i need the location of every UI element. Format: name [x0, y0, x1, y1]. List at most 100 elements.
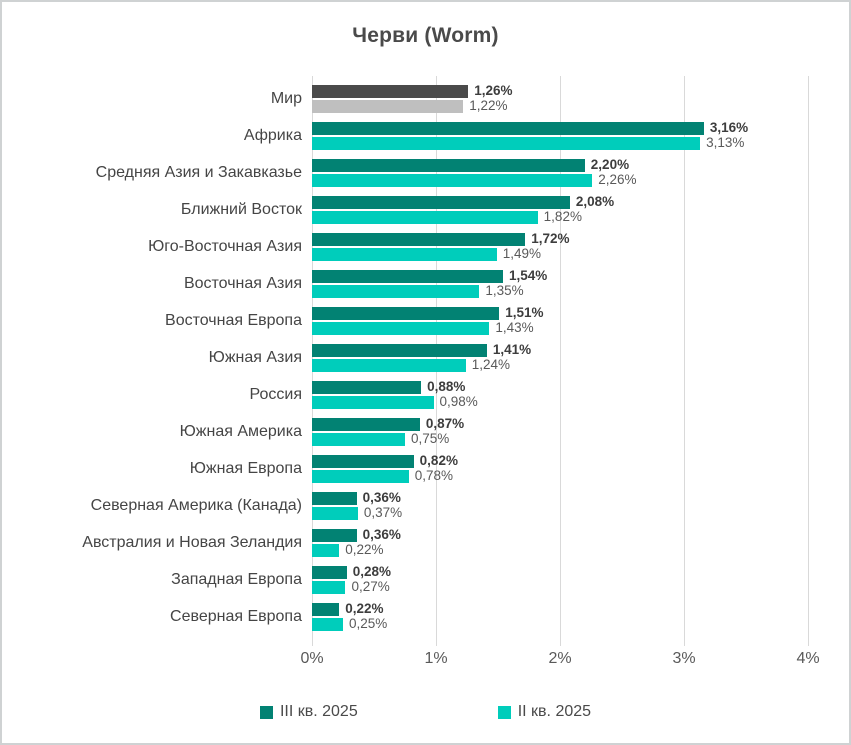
value-label-q2: 1,49% [502, 246, 542, 262]
chart-row: Северная Америка (Канада) 0,36% 0,37% [10, 487, 845, 524]
bar-q2-2025 [312, 284, 480, 298]
bar-line: 0,36% [312, 527, 808, 543]
bar-q3-2025 [312, 195, 570, 209]
category-label: Юго-Восточная Азия [148, 237, 302, 255]
bar-line: 2,26% [312, 172, 808, 188]
plot-row: 1,51% 1,43% [312, 302, 808, 339]
value-label-q2: 0,25% [349, 616, 388, 632]
bar-q3-2025 [312, 306, 500, 320]
chart-row: Западная Европа 0,28% 0,27% [10, 561, 845, 598]
value-label-q2: 2,26% [598, 172, 637, 188]
value-label-q3: 1,72% [531, 231, 570, 247]
bar-line: 0,98% [312, 394, 808, 410]
x-axis-tick: 1% [424, 650, 448, 667]
bar-q2-2025 [312, 321, 490, 335]
bar-line: 0,25% [312, 616, 808, 632]
value-label-q3: 1,26% [474, 83, 513, 99]
plot-row: 1,26% 1,22% [312, 80, 808, 117]
category-label: Южная Европа [189, 459, 302, 477]
bar-q3-2025 [312, 84, 469, 98]
chart-row: Восточная Азия 1,54% 1,35% [10, 265, 845, 302]
plot-row: 2,20% 2,26% [312, 154, 808, 191]
bar-line: 1,82% [312, 210, 808, 224]
bar-q3-2025 [312, 602, 340, 616]
value-label-q2: 3,13% [706, 135, 745, 151]
bar-q3-2025 [312, 269, 503, 283]
chart-row: Восточная Европа 1,51% 1,43% [10, 302, 845, 339]
chart-row: Австралия и Новая Зеландия 0,36% 0,22% [10, 524, 845, 561]
category-label: Северная Америка (Канада) [90, 496, 302, 514]
bar-q2-2025 [312, 617, 343, 631]
plot-row: 3,16% 3,13% [312, 117, 808, 154]
bar-line: 3,13% [312, 135, 808, 151]
legend: III кв. 2025 II кв. 2025 [2, 703, 849, 721]
value-label-q3: 0,28% [352, 564, 391, 580]
bar-line: 0,27% [312, 580, 808, 594]
bar-line: 0,88% [312, 380, 808, 394]
bar-line: 1,51% [312, 306, 808, 320]
bar-line: 3,16% [312, 120, 808, 136]
value-label-q2: 0,37% [363, 505, 403, 521]
plot-row: 0,36% 0,37% [312, 487, 808, 524]
bar-q3-2025 [312, 158, 585, 172]
category-label: Россия [249, 385, 302, 403]
plot-row: 0,88% 0,98% [312, 376, 808, 413]
plot-row: 0,28% 0,27% [312, 561, 808, 598]
bar-q2-2025 [312, 136, 701, 150]
value-label-q3: 0,87% [425, 416, 465, 432]
plot-row: 1,54% 1,35% [312, 265, 808, 302]
category-label: Южная Азия [208, 348, 302, 366]
value-label-q3: 2,20% [590, 157, 630, 173]
bar-line: 1,49% [312, 246, 808, 262]
bar-line: 1,35% [312, 283, 808, 299]
bar-q3-2025 [312, 454, 414, 468]
value-label-q3: 3,16% [709, 120, 749, 136]
value-label-q2: 0,98% [439, 394, 478, 410]
value-label-q3: 0,22% [345, 601, 384, 617]
bar-q3-2025 [312, 565, 347, 579]
bar-line: 0,22% [312, 601, 808, 617]
x-axis-tick: 0% [300, 650, 324, 667]
bar-line: 0,22% [312, 542, 808, 558]
bar-line: 1,72% [312, 231, 808, 247]
plot-row: 0,36% 0,22% [312, 524, 808, 561]
bar-q2-2025 [312, 543, 340, 557]
plot-row: 1,72% 1,49% [312, 228, 808, 265]
category-label: Ближний Восток [180, 200, 302, 218]
bar-q3-2025 [312, 121, 704, 135]
bar-q3-2025 [312, 343, 487, 357]
bar-q2-2025 [312, 358, 466, 372]
value-label-q3: 2,08% [575, 194, 615, 210]
bar-chart: Мир 1,26% 1,22% Африка 3,16% 3,13% Средняя Ази… [10, 76, 845, 646]
bar-q3-2025 [312, 380, 422, 394]
chart-row: Северная Европа 0,22% 0,25% [10, 598, 845, 635]
bar-line: 1,43% [312, 321, 808, 335]
chart-row: Южная Азия 1,41% 1,24% [10, 339, 845, 376]
plot-row: 0,22% 0,25% [312, 598, 808, 635]
value-label-q3: 0,36% [362, 527, 401, 543]
bar-q2-2025 [312, 247, 497, 261]
legend-item: II кв. 2025 [497, 703, 591, 721]
bar-q2-2025 [312, 469, 409, 483]
bar-line: 0,28% [312, 564, 808, 580]
chart-row: Южная Америка 0,87% 0,75% [10, 413, 845, 450]
value-label-q2: 0,22% [345, 542, 384, 558]
chart-row: Россия 0,88% 0,98% [10, 376, 845, 413]
bar-q3-2025 [312, 232, 526, 246]
plot-row: 1,41% 1,24% [312, 339, 808, 376]
bar-q2-2025 [312, 395, 434, 409]
legend-swatch-icon [497, 705, 511, 719]
legend-item: III кв. 2025 [259, 703, 358, 721]
gridline [808, 76, 809, 646]
legend-swatch-icon [259, 705, 273, 719]
bar-q2-2025 [312, 173, 593, 187]
category-label: Африка [243, 126, 302, 144]
chart-row: Ближний Восток 2,08% 1,82% [10, 191, 845, 228]
value-label-q2: 0,78% [414, 468, 453, 484]
value-label-q2: 1,24% [471, 357, 511, 373]
chart-row: Африка 3,16% 3,13% [10, 117, 845, 154]
bar-line: 0,36% [312, 491, 808, 505]
bar-q2-2025 [312, 432, 405, 446]
value-label-q2: 1,35% [485, 283, 524, 299]
category-label: Восточная Азия [183, 274, 302, 292]
